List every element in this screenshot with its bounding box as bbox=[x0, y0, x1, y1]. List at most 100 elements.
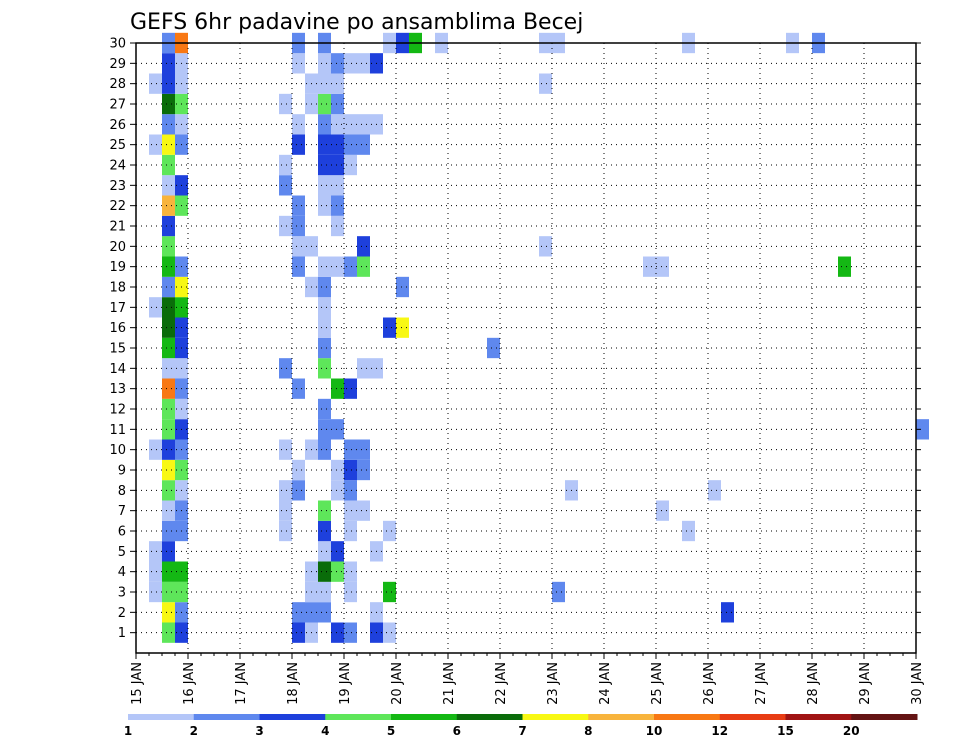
precip-cell bbox=[318, 73, 331, 94]
x-tick-label: 25 JAN bbox=[650, 662, 665, 705]
precip-cell bbox=[916, 419, 929, 440]
precip-cell bbox=[149, 581, 162, 603]
precip-cell bbox=[344, 480, 357, 501]
precip-cell bbox=[292, 622, 305, 643]
precip-cell bbox=[344, 520, 357, 542]
precip-cell bbox=[162, 500, 175, 521]
precip-cell bbox=[318, 154, 331, 176]
y-tick-label: 7 bbox=[118, 504, 126, 519]
legend-swatch bbox=[391, 714, 458, 720]
precip-cell bbox=[344, 154, 357, 176]
precip-cell bbox=[279, 215, 292, 237]
precip-cell bbox=[162, 73, 175, 94]
y-tick-label: 16 bbox=[109, 321, 126, 336]
legend-swatch bbox=[588, 714, 655, 720]
precip-cell bbox=[357, 358, 370, 379]
precip-cell bbox=[331, 195, 344, 216]
precip-cell bbox=[344, 459, 357, 481]
y-tick-label: 24 bbox=[109, 159, 126, 174]
legend-swatch bbox=[719, 714, 786, 720]
precip-cell bbox=[318, 561, 331, 582]
precip-cell bbox=[396, 276, 409, 298]
x-tick-label: 16 JAN bbox=[182, 662, 197, 705]
precip-cell bbox=[708, 480, 721, 501]
precip-cell bbox=[292, 195, 305, 216]
precip-cell bbox=[149, 134, 162, 155]
precip-cell bbox=[162, 480, 175, 501]
x-tick-label: 30 JAN bbox=[910, 662, 925, 705]
precip-cell bbox=[721, 602, 734, 623]
precip-cell bbox=[149, 439, 162, 460]
legend-label: 3 bbox=[255, 724, 263, 738]
precip-cell bbox=[344, 581, 357, 603]
precip-cell bbox=[383, 622, 396, 643]
precip-cell bbox=[162, 398, 175, 420]
y-tick-label: 27 bbox=[109, 98, 126, 113]
precip-cell bbox=[318, 134, 331, 155]
precip-cell bbox=[279, 358, 292, 379]
precip-cell bbox=[149, 297, 162, 318]
precip-cell bbox=[331, 114, 344, 135]
legend-swatch bbox=[851, 714, 918, 720]
precip-cell bbox=[162, 93, 175, 115]
precip-cell bbox=[292, 53, 305, 74]
legend-label: 6 bbox=[453, 724, 461, 738]
precip-cell bbox=[162, 358, 175, 379]
y-tick-label: 15 bbox=[109, 342, 126, 357]
precip-cell bbox=[643, 256, 656, 277]
precip-cell bbox=[162, 256, 175, 277]
precip-cell bbox=[162, 297, 175, 318]
precip-cell bbox=[331, 541, 344, 562]
x-tick-label: 15 JAN bbox=[130, 662, 145, 705]
precip-cell bbox=[162, 154, 175, 176]
precip-cell bbox=[344, 561, 357, 582]
precip-cell bbox=[318, 317, 331, 338]
legend-label: 1 bbox=[124, 724, 132, 738]
precip-cell bbox=[292, 459, 305, 481]
precip-cell bbox=[162, 622, 175, 643]
precip-cell bbox=[344, 622, 357, 643]
precip-cell bbox=[331, 73, 344, 94]
precip-cell bbox=[279, 500, 292, 521]
precip-cell bbox=[162, 459, 175, 481]
y-tick-label: 29 bbox=[109, 57, 126, 72]
precip-cell bbox=[383, 581, 396, 603]
precip-cell bbox=[318, 419, 331, 440]
precip-cell bbox=[344, 378, 357, 399]
precip-cell bbox=[357, 439, 370, 460]
x-tick-label: 20 JAN bbox=[390, 662, 405, 705]
precip-cell bbox=[162, 134, 175, 155]
precip-cell bbox=[162, 215, 175, 237]
precip-cell bbox=[344, 134, 357, 155]
precip-cell bbox=[162, 195, 175, 216]
precip-cell bbox=[357, 114, 370, 135]
y-tick-label: 21 bbox=[109, 220, 126, 235]
legend-label: 8 bbox=[584, 724, 592, 738]
legend-label: 4 bbox=[321, 724, 329, 738]
precip-cell bbox=[331, 561, 344, 582]
precip-cell bbox=[162, 602, 175, 623]
y-tick-label: 4 bbox=[118, 565, 126, 580]
precip-cell bbox=[292, 602, 305, 623]
x-tick-label: 27 JAN bbox=[754, 662, 769, 705]
y-tick-label: 22 bbox=[109, 199, 126, 214]
y-tick-label: 23 bbox=[109, 179, 126, 194]
y-tick-label: 14 bbox=[109, 362, 126, 377]
precip-cell bbox=[279, 520, 292, 542]
precip-cell bbox=[682, 520, 695, 542]
chart-title: GEFS 6hr padavine po ansamblima Becej bbox=[130, 10, 583, 35]
precip-cell bbox=[331, 256, 344, 277]
precip-cell bbox=[318, 520, 331, 542]
precip-cell bbox=[383, 520, 396, 542]
y-tick-label: 13 bbox=[109, 382, 126, 397]
legend-swatch bbox=[785, 714, 852, 720]
y-tick-label: 5 bbox=[118, 545, 126, 560]
precip-cell bbox=[331, 53, 344, 74]
x-tick-label: 18 JAN bbox=[286, 662, 301, 705]
precip-cell bbox=[331, 134, 344, 155]
y-tick-label: 19 bbox=[109, 260, 126, 275]
precip-cell bbox=[318, 297, 331, 318]
precip-cell bbox=[357, 134, 370, 155]
x-tick-label: 28 JAN bbox=[806, 662, 821, 705]
precip-cell bbox=[318, 358, 331, 379]
